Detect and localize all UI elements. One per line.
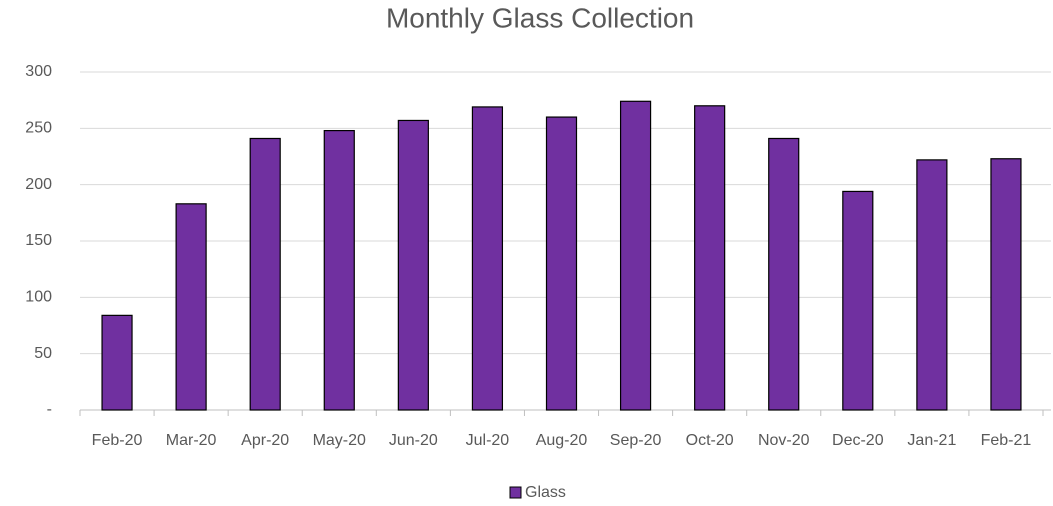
bar [916, 159, 948, 411]
x-tick-label: Jun-20 [389, 432, 438, 449]
bar [619, 100, 652, 411]
legend-swatch [509, 486, 522, 499]
x-tick-label: Jan-21 [907, 432, 956, 449]
bar [397, 119, 429, 411]
x-tick-label: Oct-20 [686, 432, 734, 449]
bar [323, 129, 355, 411]
legend-label: Glass [525, 484, 566, 501]
x-tick-label: Feb-21 [981, 432, 1032, 449]
y-tick-label: 300 [25, 63, 52, 80]
bar [249, 137, 281, 411]
y-tick-label: 50 [34, 345, 52, 362]
bar [990, 158, 1022, 411]
y-tick-label: 200 [25, 176, 52, 193]
bar [101, 314, 133, 411]
x-tick-label: Dec-20 [832, 432, 884, 449]
bar [842, 190, 874, 411]
y-tick-label: 100 [25, 289, 52, 306]
bar [694, 105, 726, 411]
bar [175, 203, 207, 411]
y-tick-label: - [47, 401, 52, 418]
y-tick-label: 150 [25, 232, 52, 249]
x-tick-label: Nov-20 [758, 432, 810, 449]
x-tick-label: Mar-20 [166, 432, 217, 449]
x-tick-label: Apr-20 [241, 432, 289, 449]
x-tick-label: Sep-20 [610, 432, 662, 449]
bar [471, 106, 504, 411]
x-tick-label: Jul-20 [466, 432, 510, 449]
chart-title: Monthly Glass Collection [386, 2, 694, 33]
y-tick-label: 250 [25, 120, 52, 137]
x-tick-label: Aug-20 [536, 432, 588, 449]
x-tick-label: May-20 [313, 432, 366, 449]
x-tick-label: Feb-20 [92, 432, 143, 449]
bar [768, 137, 800, 411]
bar [545, 116, 578, 411]
